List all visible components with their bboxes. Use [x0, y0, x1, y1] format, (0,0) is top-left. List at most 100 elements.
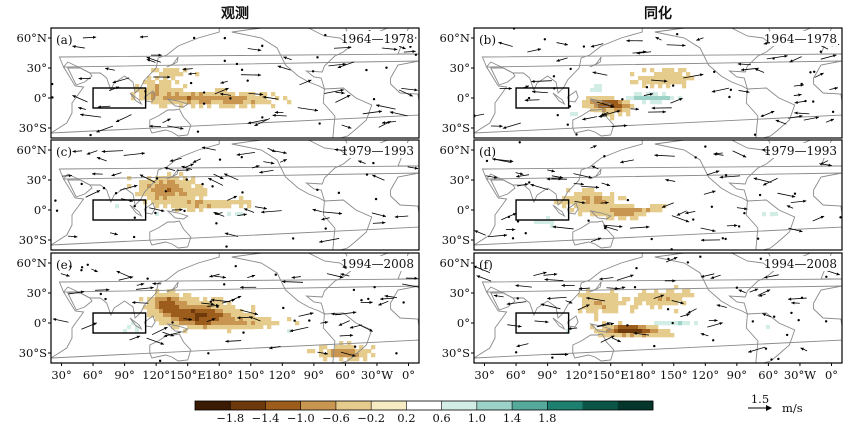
- vector-head: [272, 113, 276, 117]
- shading-cell: [159, 188, 164, 193]
- shading-cell: [682, 212, 687, 217]
- shading-cell: [215, 92, 220, 97]
- significance-dot: [241, 191, 244, 194]
- significance-dot: [86, 263, 89, 267]
- shading-cell: [163, 176, 168, 181]
- shading-cell: [259, 321, 264, 326]
- shading-cell: [586, 84, 591, 89]
- shading-cell: [187, 204, 192, 209]
- vector-head: [551, 169, 555, 173]
- shading-cell: [618, 301, 623, 306]
- shading-cell: [171, 309, 176, 314]
- shading-cell: [127, 184, 132, 189]
- significance-dot: [158, 359, 162, 363]
- lon-tick-label: 90°: [304, 368, 324, 382]
- shading-cell: [311, 349, 316, 354]
- shading-cell: [143, 192, 148, 197]
- shading-cell: [227, 216, 232, 221]
- significance-dot: [409, 45, 412, 48]
- shading-cell: [251, 212, 256, 217]
- vector-head: [338, 211, 343, 215]
- shading-cell: [578, 116, 583, 121]
- shading-cell: [526, 100, 531, 105]
- shading-cell: [175, 184, 180, 189]
- shading-cell: [602, 297, 607, 302]
- shading-cell: [630, 80, 635, 85]
- shading-cell: [678, 184, 683, 189]
- shading-cell: [159, 317, 164, 322]
- vector-head: [590, 44, 595, 48]
- vector-head: [146, 56, 151, 60]
- vector-head: [672, 279, 676, 283]
- shading-cell: [159, 180, 164, 185]
- wind-vector: [766, 55, 788, 60]
- panel-frame: [473, 252, 843, 364]
- shading-cell: [163, 188, 168, 193]
- vector-head: [715, 170, 720, 174]
- significance-dot: [772, 315, 776, 318]
- shading-cell: [610, 329, 615, 334]
- shading-cell: [558, 216, 563, 221]
- shading-cell: [562, 325, 567, 330]
- shading-cell: [578, 212, 583, 217]
- vector-head: [710, 276, 715, 279]
- significance-dot: [311, 70, 315, 73]
- shading-cell: [610, 333, 615, 338]
- shading-cell: [654, 329, 659, 334]
- shading-cell: [590, 196, 595, 201]
- coastline: [572, 108, 615, 137]
- vector-head: [150, 286, 154, 290]
- shading-cell: [590, 293, 595, 298]
- vector-head: [105, 67, 109, 71]
- shading-cell: [211, 309, 216, 314]
- shading-cell: [666, 100, 671, 105]
- vector-head: [558, 177, 562, 181]
- shading-cell: [183, 92, 188, 97]
- shading-cell: [614, 104, 619, 109]
- shading-cell: [223, 204, 228, 209]
- vector-head: [763, 41, 768, 45]
- vector-head: [610, 335, 615, 339]
- shading-cell: [251, 96, 256, 101]
- shading-cell: [147, 196, 152, 201]
- significance-dot: [223, 36, 227, 40]
- shading-cell: [111, 100, 116, 105]
- shading-cell: [602, 204, 607, 209]
- coastline: [589, 281, 602, 293]
- shading-cell: [518, 104, 523, 109]
- shading-cell: [243, 200, 248, 205]
- shading-cell: [638, 100, 643, 105]
- shading-cell: [163, 88, 168, 93]
- shading-cell: [211, 305, 216, 310]
- vector-head: [770, 110, 775, 114]
- shading-cell: [175, 293, 180, 298]
- shading-cell: [235, 321, 240, 326]
- shading-cell: [163, 104, 168, 109]
- shading-cell: [674, 76, 679, 81]
- shading-cell: [219, 313, 224, 318]
- shading-cell: [670, 92, 675, 97]
- shading-cell: [191, 104, 196, 109]
- vector-head: [136, 335, 141, 339]
- coastline: [745, 199, 796, 250]
- shading-cell: [95, 92, 100, 97]
- shading-cell: [658, 333, 663, 338]
- shading-cell: [267, 317, 272, 322]
- shading-cell: [107, 208, 112, 213]
- shading-cell: [762, 96, 767, 101]
- shading-cell: [223, 236, 228, 241]
- shading-cell: [594, 212, 599, 217]
- shading-cell: [347, 84, 352, 89]
- shading-cell: [594, 100, 599, 105]
- shading-cell: [518, 100, 523, 105]
- significance-dot: [352, 288, 356, 292]
- vector-head: [502, 125, 507, 129]
- vector-head: [754, 68, 759, 72]
- shading-cell: [646, 176, 651, 181]
- vector-head: [649, 92, 654, 96]
- vector-head: [800, 347, 804, 351]
- vector-head: [753, 177, 757, 181]
- shading-cell: [263, 92, 268, 97]
- significance-dot: [694, 156, 697, 159]
